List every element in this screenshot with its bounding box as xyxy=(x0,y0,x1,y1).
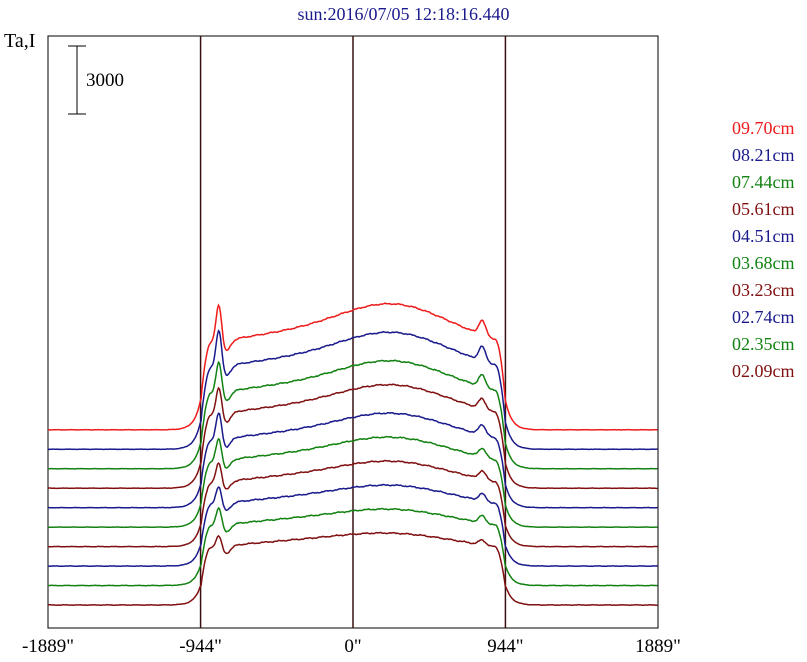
series-line-07.44cm xyxy=(48,359,658,470)
legend-item-2: 07.44cm xyxy=(732,172,795,192)
series-line-09.70cm xyxy=(47,302,658,431)
legend-item-8: 02.35cm xyxy=(732,334,795,354)
series-line-02.74cm xyxy=(48,483,658,568)
x-tick-label-3: 944" xyxy=(487,636,524,657)
legend-item-7: 02.74cm xyxy=(732,307,795,327)
x-tick-label-1: -944" xyxy=(179,636,222,657)
legend-item-3: 05.61cm xyxy=(732,199,795,219)
legend-item-9: 02.09cm xyxy=(732,361,795,381)
x-tick-label-2: 0" xyxy=(344,636,362,657)
scale-bar xyxy=(68,45,86,115)
series-line-08.21cm xyxy=(47,329,658,451)
legend-item-6: 03.23cm xyxy=(732,280,795,300)
series-line-02.09cm xyxy=(47,531,658,607)
x-tick-label-4: 1889" xyxy=(635,636,681,657)
y-axis-label: Ta,I xyxy=(4,30,36,52)
series-line-03.23cm xyxy=(48,459,658,548)
scale-bar-label: 3000 xyxy=(86,70,124,91)
legend-item-4: 04.51cm xyxy=(732,226,795,246)
chart-title: sun:2016/07/05 12:18:16.440 xyxy=(297,4,510,24)
legend-item-0: 09.70cm xyxy=(732,118,795,138)
series-line-03.68cm xyxy=(47,435,658,529)
series-line-05.61cm xyxy=(47,383,658,490)
x-tick-label-0: -1889" xyxy=(21,636,75,657)
legend-item-5: 03.68cm xyxy=(732,253,795,273)
legend-item-1: 08.21cm xyxy=(732,145,795,165)
series-line-04.51cm xyxy=(47,411,658,509)
series-line-02.35cm xyxy=(48,506,658,587)
